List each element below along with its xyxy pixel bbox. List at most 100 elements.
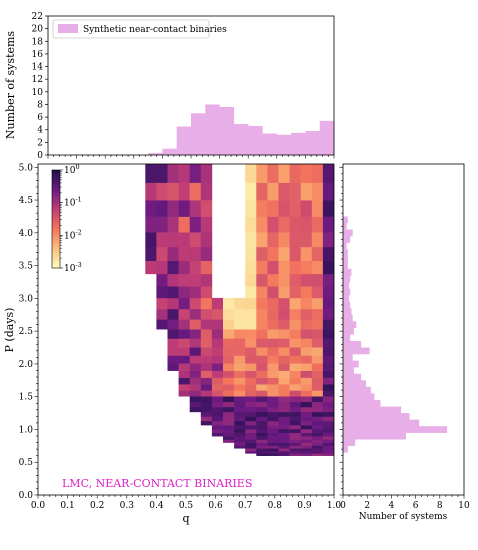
heatmap-cell bbox=[256, 432, 268, 437]
heatmap-cell bbox=[200, 396, 213, 403]
heatmap-cell bbox=[322, 347, 334, 356]
heatmap-cell bbox=[311, 411, 324, 417]
heatmap-cell bbox=[245, 319, 257, 330]
heatmap-cell bbox=[245, 308, 257, 320]
main-y-tick-label: 0.5 bbox=[19, 458, 34, 468]
heatmap-cell bbox=[267, 232, 279, 248]
heatmap-cell bbox=[322, 390, 334, 397]
heatmap-cell bbox=[311, 286, 324, 299]
heatmap-cell bbox=[223, 363, 235, 371]
heatmap-cell bbox=[189, 286, 202, 299]
heatmap-cell bbox=[178, 370, 190, 378]
legend-swatch bbox=[58, 24, 78, 33]
main-y-tick-label: 2.5 bbox=[19, 327, 34, 337]
heatmap-cell bbox=[256, 406, 268, 413]
heatmap-cell bbox=[178, 232, 190, 248]
heatmap-cell bbox=[256, 329, 268, 339]
top-bar bbox=[305, 130, 320, 155]
heatmap-cell bbox=[289, 396, 301, 403]
colorbar-tick-label: 10-3 bbox=[64, 261, 82, 274]
heatmap-cell bbox=[322, 396, 334, 403]
heatmap-cell bbox=[256, 338, 268, 348]
heatmap-cell bbox=[322, 445, 334, 449]
top-bar bbox=[219, 106, 235, 155]
heatmap-cell bbox=[178, 384, 190, 391]
top-y-tick-label: 2 bbox=[37, 138, 43, 148]
heatmap-cell bbox=[223, 396, 235, 403]
heatmap-cell bbox=[311, 390, 324, 397]
heatmap-cell bbox=[311, 420, 324, 426]
heatmap-cell bbox=[245, 164, 257, 183]
heatmap-cell bbox=[289, 416, 301, 422]
heatmap-cell bbox=[278, 347, 290, 356]
heatmap-cell bbox=[200, 363, 213, 371]
heatmap-cell bbox=[322, 401, 334, 408]
heatmap-cell bbox=[245, 363, 257, 371]
heatmap-cell bbox=[211, 384, 224, 391]
heatmap-cell bbox=[278, 420, 290, 426]
heatmap-cell bbox=[256, 442, 268, 446]
heatmap-cell bbox=[223, 370, 235, 378]
heatmap-cell bbox=[156, 200, 168, 217]
heatmap-cell bbox=[178, 273, 190, 287]
heatmap-cell bbox=[245, 390, 257, 397]
heatmap-cell bbox=[311, 425, 324, 430]
heatmap-cell bbox=[278, 338, 290, 348]
main-x-tick-label: 0.0 bbox=[31, 501, 46, 511]
heatmap-cell bbox=[267, 329, 279, 339]
heatmap-cell bbox=[278, 384, 290, 391]
heatmap-cell bbox=[189, 338, 202, 348]
heatmap-cell bbox=[300, 246, 313, 262]
heatmap-cell bbox=[200, 260, 213, 275]
heatmap-cell bbox=[278, 439, 290, 443]
heatmap-cell bbox=[289, 355, 301, 364]
heatmap-cell bbox=[278, 411, 290, 417]
heatmap-cell bbox=[256, 182, 268, 201]
colorbar-ticks: 100 10-1 10-2 10-3 bbox=[60, 163, 82, 274]
heatmap-cell bbox=[223, 390, 235, 397]
heatmap-cell bbox=[223, 338, 235, 348]
heatmap-cell bbox=[145, 164, 157, 183]
heatmap-cell bbox=[189, 308, 202, 320]
heatmap-cell bbox=[289, 329, 301, 339]
heatmap-cell bbox=[278, 445, 290, 449]
heatmap-cell bbox=[178, 200, 190, 217]
heatmap-cell bbox=[311, 347, 324, 356]
heatmap-cell bbox=[322, 411, 334, 417]
heatmap-cell bbox=[256, 370, 268, 378]
heatmap-cell bbox=[322, 260, 334, 275]
heatmap-cell bbox=[300, 319, 313, 330]
heatmap-cell bbox=[234, 416, 246, 422]
heatmap-cell bbox=[223, 319, 235, 330]
heatmap-cell bbox=[334, 183, 345, 201]
heatmap-cell bbox=[234, 442, 246, 446]
heatmap-cell bbox=[256, 425, 268, 430]
heatmap-cell bbox=[322, 448, 334, 452]
heatmap-cell bbox=[267, 442, 279, 446]
heatmap-cell bbox=[189, 200, 202, 217]
right-bar bbox=[343, 354, 353, 361]
heatmap-cell bbox=[300, 363, 313, 371]
heatmap-cell bbox=[334, 453, 345, 456]
heatmap-cell bbox=[234, 420, 246, 426]
heatmap-cell bbox=[289, 216, 301, 233]
heatmap-cell bbox=[234, 428, 246, 433]
heatmap-cell bbox=[289, 297, 301, 310]
heatmap-cell bbox=[289, 273, 301, 287]
heatmap-cell bbox=[256, 396, 268, 403]
heatmap-cell bbox=[334, 200, 345, 217]
heatmap-cell bbox=[256, 319, 268, 330]
heatmap-cell bbox=[322, 436, 334, 440]
heatmap-cell bbox=[245, 216, 257, 233]
heatmap-cell bbox=[234, 377, 246, 385]
heatmap-cell bbox=[145, 200, 157, 217]
heatmap-cell bbox=[211, 406, 224, 413]
heatmap-cell bbox=[256, 286, 268, 299]
heatmap-cell bbox=[178, 164, 190, 183]
heatmap-cell bbox=[256, 401, 268, 408]
right-bar bbox=[343, 445, 348, 453]
top-y-tick-label: 12 bbox=[32, 75, 43, 85]
right-x-tick-label: 6 bbox=[413, 501, 419, 511]
heatmap-cell bbox=[289, 384, 301, 391]
top-y-tick-label: 18 bbox=[32, 37, 44, 47]
